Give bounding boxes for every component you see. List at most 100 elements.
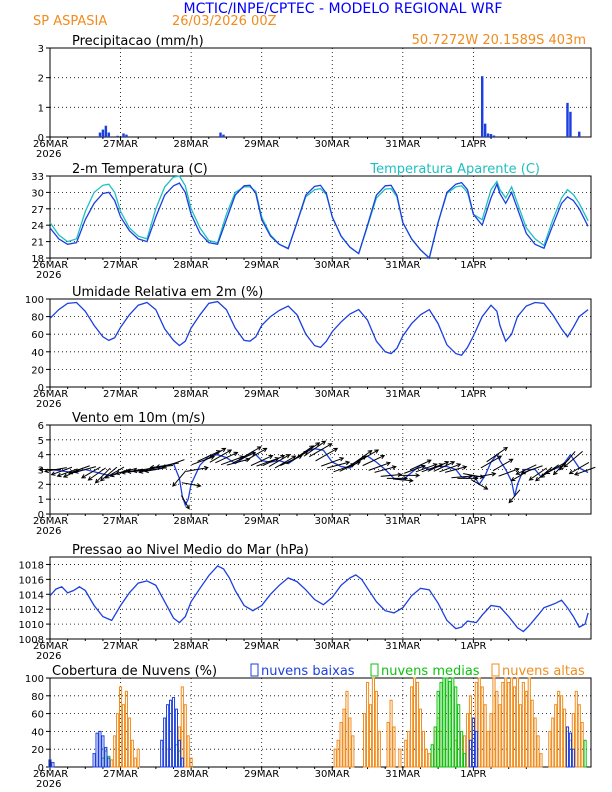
cloud-high-bar [495,690,499,768]
wind-arrow-shaft [451,475,472,479]
x-tick-label: 31MAR [385,260,420,271]
cloud-high-bar [539,753,543,768]
wind-arrow-head [120,469,126,475]
cloud-high-bar [339,722,343,768]
wind-arrow [433,461,456,472]
wind-arrow-shaft [68,465,90,474]
wind-arrow-head [37,467,43,472]
wind-arrow [203,447,227,462]
cloud-high-bar [180,686,184,768]
wind-arrow-head [256,446,262,451]
precip-bar [480,76,484,137]
wind-arrow-shaft [326,461,350,469]
y-tick-label: 6 [38,421,44,432]
cloud-high-bar [130,739,134,768]
cloud-high-bar [580,722,584,768]
wind-arrow-shaft [404,465,426,474]
wind-arrow-head [568,469,574,475]
cloud-high-bar [483,704,487,768]
wind-arrow [181,482,202,488]
run-datetime: 26/03/2026 00Z [172,14,277,29]
cloud-high-bar [562,708,567,768]
wind-arrow-shaft [57,468,78,477]
wind-arrow [368,461,391,471]
wind-arrow [573,466,596,476]
wind-arrow [268,454,291,467]
y-tick-label: 60 [31,330,44,341]
cloud-high-bar [510,677,514,768]
wind-arrow [439,463,462,473]
cloud-low-bar [168,699,173,768]
wind-arrow-head [520,469,526,475]
wind-arrow-head [262,447,268,453]
wind-arrow-shaft [115,467,138,475]
y-tick-label: 5 [38,436,44,447]
x-tick-label: 26MAR [33,769,68,780]
y-tick-label: 33 [31,172,44,183]
cloud-low-bar [171,697,176,768]
x-tick-label: 31MAR [385,139,420,150]
cloud-high-bar [492,677,496,768]
wind-arrow [362,454,386,467]
y-tick-label: 60 [31,710,44,721]
wind-arrow [297,442,321,459]
cloud-high-bar [518,704,523,768]
wind-arrow [68,465,90,475]
x-tick-label: 1APR [460,389,486,400]
y-tick-label: 1014 [19,590,44,601]
cloud-high-bar [424,748,428,768]
cloud-high-bar [389,699,393,768]
cloud-high-bar [577,704,581,768]
station-name: SP ASPASIA [33,14,107,29]
wind-arrow-shaft [321,457,344,467]
y-tick-label: 0 [38,510,44,521]
wind-arrow [528,467,548,481]
x-tick-label: 1APR [460,641,486,652]
wind-arrow-head [444,461,450,466]
wind-arrow-shaft [351,450,372,466]
cloud-mid-bar [583,739,587,768]
cloud-high-bar [136,748,140,768]
x-year-label: 2026 [36,526,61,537]
wind-arrow-head [391,465,397,470]
wind-arrow-head [143,468,149,474]
wind-arrow [161,459,185,469]
cloud-high-bar [521,681,525,768]
wind-arrow-head [227,449,233,454]
wind-arrow-head [545,469,551,475]
wind-arrow-head [559,465,564,471]
cloud-high-bar [374,690,378,768]
panel-frame [49,677,592,768]
wind-arrow-head [450,461,456,466]
panel-frame [49,175,592,259]
wind-arrow-head [80,474,86,479]
cloud-high-bar [342,708,346,768]
y-tick-label: 1018 [19,560,44,571]
cloud-high-bar [501,681,505,768]
wind-arrow-shaft [516,464,537,475]
wind-arrow [215,451,239,464]
cloud-high-bar [121,704,126,768]
y-tick-label: 18 [31,254,44,265]
x-tick-label: 1APR [460,516,486,527]
wind-arrow-head [508,498,514,504]
wind-arrow [508,489,521,504]
wind-arrow [356,449,380,463]
wind-arrow-shaft [274,455,296,469]
wind-arrow-shaft [309,443,332,458]
y-tick-label: 2 [38,480,44,491]
wind-arrow-head [503,446,509,452]
x-year-label: 2026 [36,779,61,790]
y-tick-label: 1008 [19,635,44,646]
cloud-high-bar [507,681,511,768]
wind-arrow-head [203,465,209,471]
x-tick-label: 30MAR [315,641,350,652]
x-tick-label: 29MAR [244,389,279,400]
cloud-high-bar [477,677,481,768]
cloud-high-bar [124,690,129,768]
x-tick-label: 27MAR [103,516,138,527]
wind-arrow [545,462,566,475]
precip-bar [98,132,102,137]
